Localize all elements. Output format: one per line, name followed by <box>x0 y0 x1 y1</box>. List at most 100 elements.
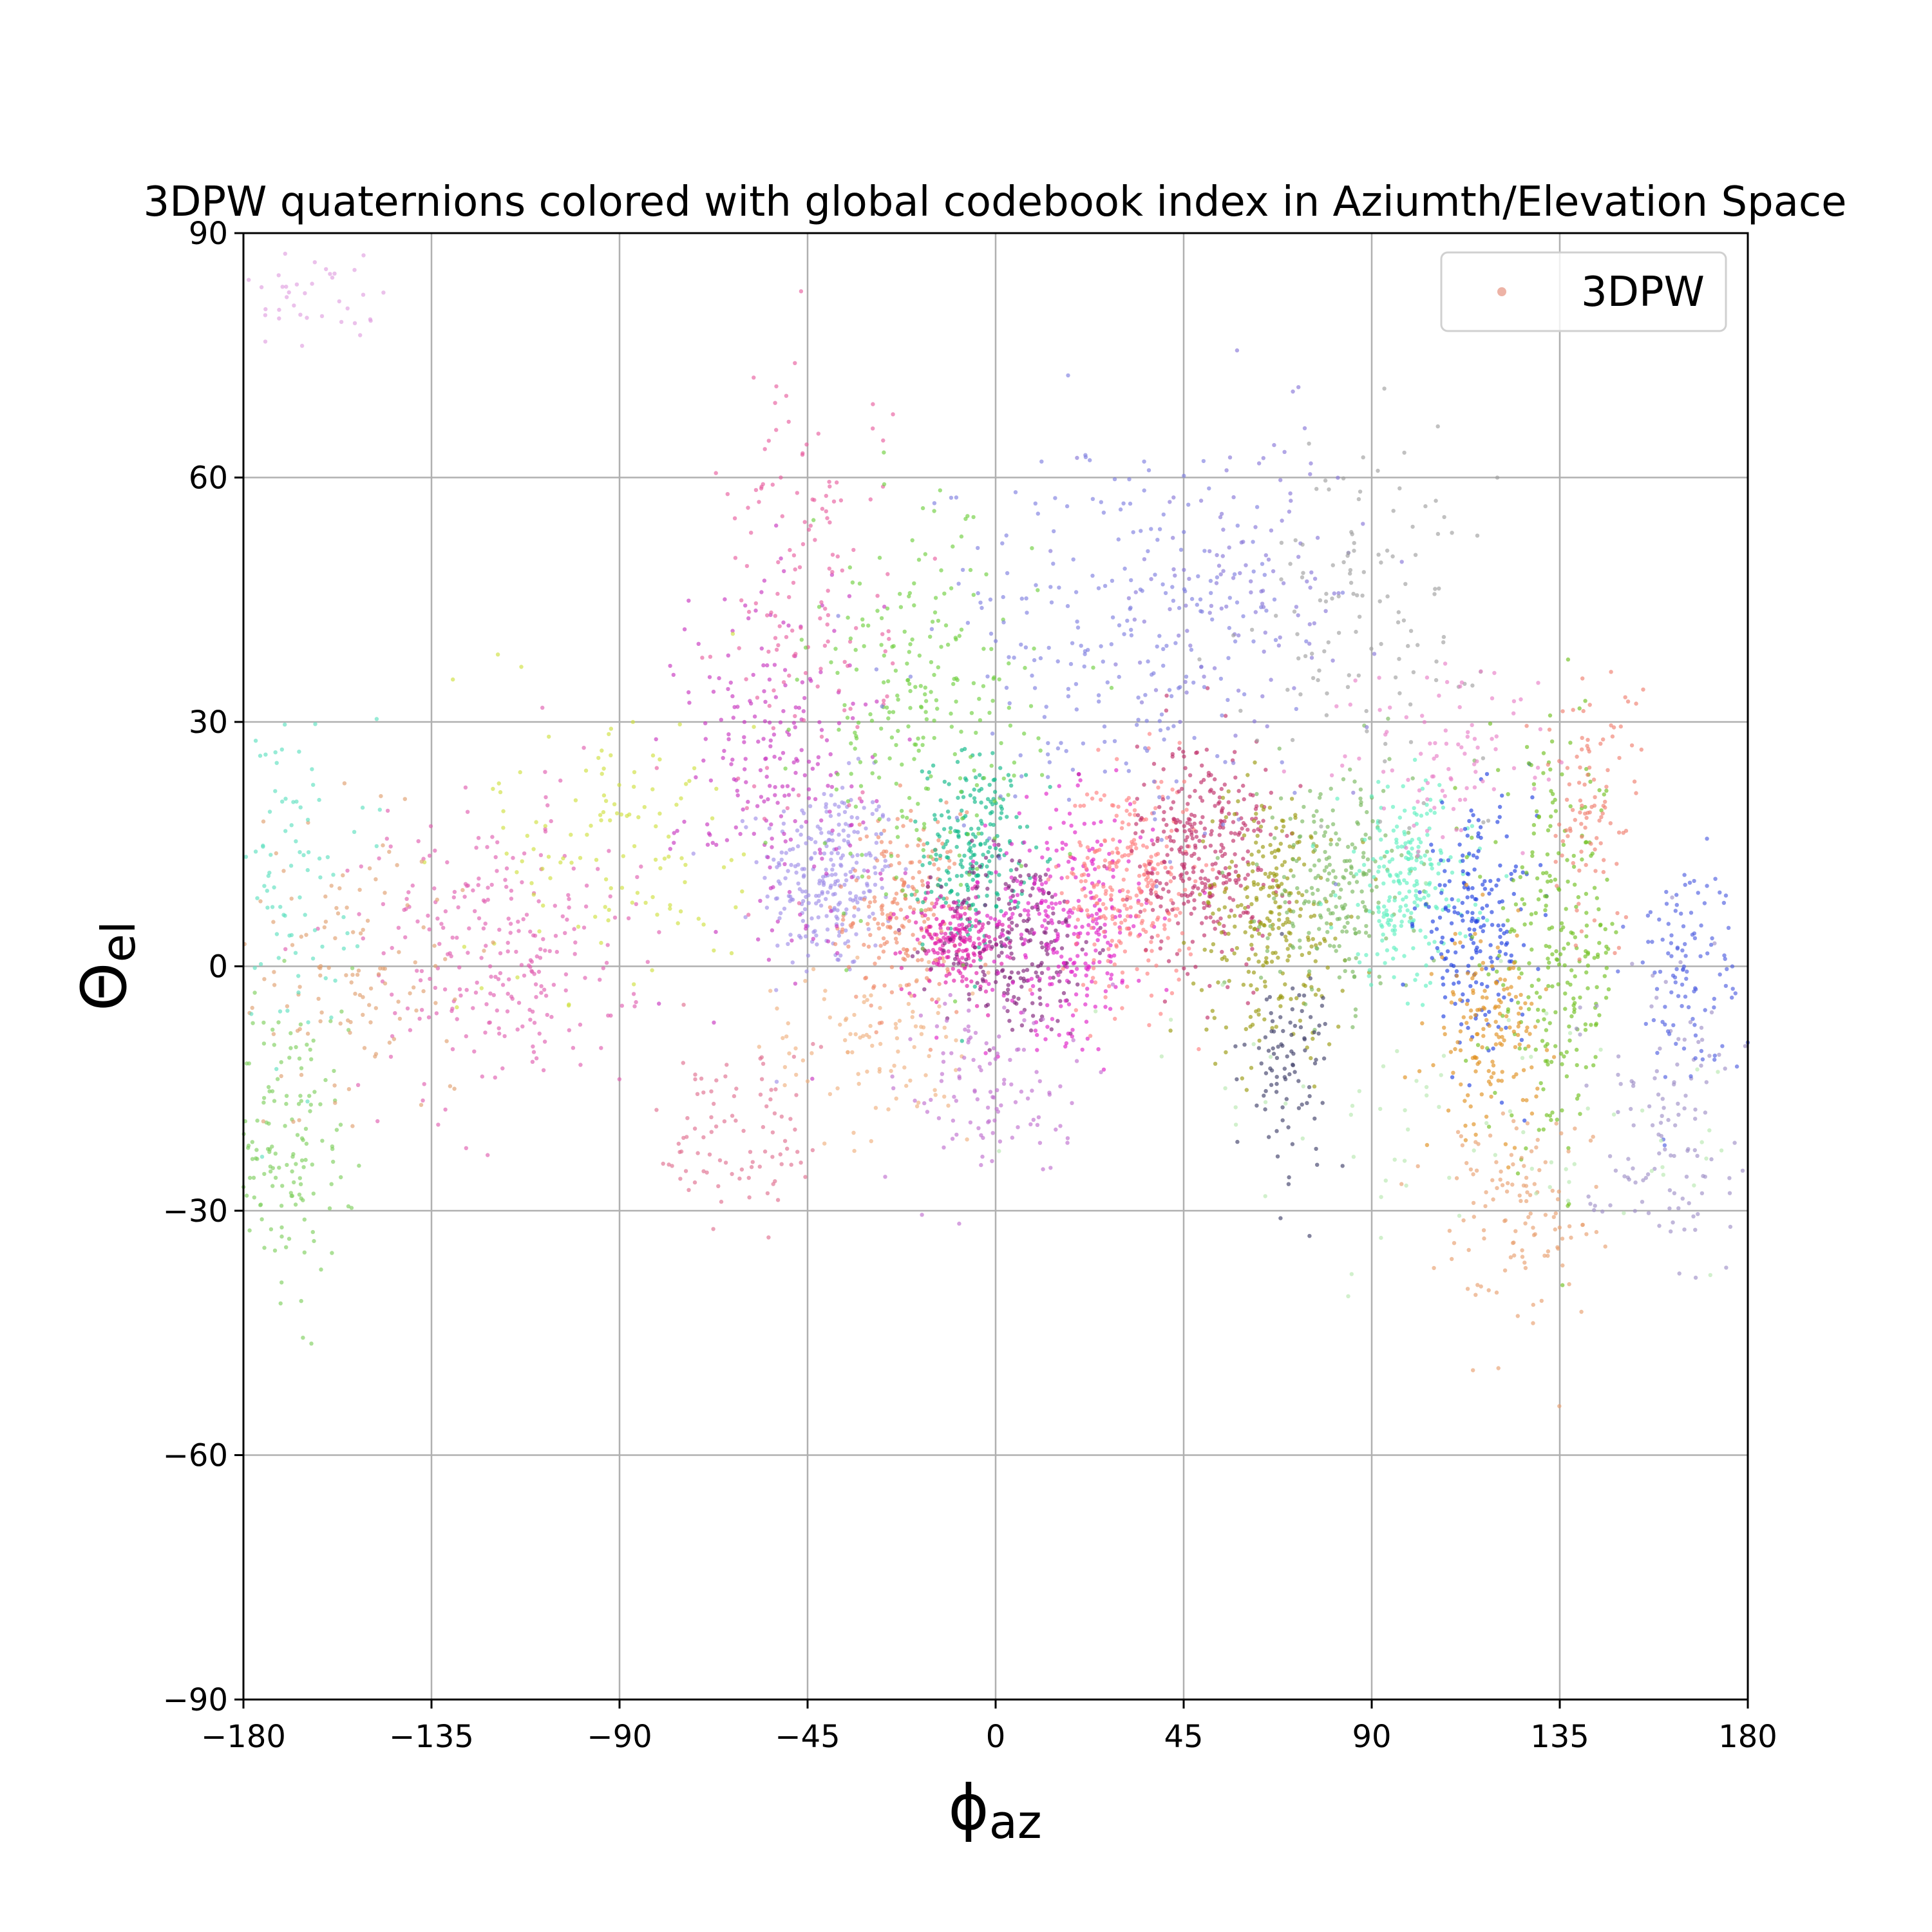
data-point <box>772 663 777 667</box>
data-point <box>936 951 940 956</box>
data-point <box>1359 889 1364 894</box>
data-point <box>1139 816 1144 820</box>
data-point <box>999 741 1003 746</box>
data-point <box>800 452 805 457</box>
data-point <box>1309 461 1313 466</box>
data-point <box>960 748 964 753</box>
data-point <box>1333 936 1338 941</box>
data-point <box>960 1039 965 1043</box>
data-point <box>1211 867 1215 872</box>
data-point <box>902 880 907 885</box>
data-point <box>1046 741 1050 746</box>
data-point <box>332 1068 336 1074</box>
data-point <box>1584 891 1589 896</box>
data-point <box>723 597 727 601</box>
data-point <box>973 924 978 929</box>
data-point <box>1548 824 1553 828</box>
data-point <box>898 783 903 788</box>
data-point <box>948 829 952 835</box>
data-point <box>1175 818 1180 822</box>
data-point <box>1574 904 1578 909</box>
data-point <box>1266 875 1271 879</box>
data-point <box>1056 972 1061 978</box>
data-point <box>1354 956 1358 960</box>
data-point <box>1347 881 1352 886</box>
data-point <box>1086 873 1091 878</box>
data-point <box>549 819 553 824</box>
data-point <box>456 905 460 910</box>
data-point <box>907 591 913 596</box>
data-point <box>1589 1023 1593 1027</box>
data-point <box>1034 970 1038 975</box>
data-point <box>1270 815 1275 820</box>
data-point <box>1050 921 1055 925</box>
data-point <box>1408 702 1413 707</box>
data-point <box>1386 918 1391 922</box>
data-point <box>882 604 887 609</box>
data-point <box>1216 801 1221 806</box>
data-point <box>1471 813 1475 817</box>
data-point <box>1103 916 1108 921</box>
data-point <box>1193 879 1198 884</box>
data-point <box>1050 906 1056 911</box>
data-point <box>1094 849 1098 853</box>
data-point <box>1303 983 1308 989</box>
data-point <box>1088 890 1093 895</box>
data-point <box>1540 871 1546 876</box>
data-point <box>1387 859 1392 864</box>
data-point <box>1255 1103 1259 1108</box>
data-point <box>828 886 833 890</box>
data-point <box>932 501 937 506</box>
data-point <box>1302 862 1307 867</box>
data-point <box>1495 475 1500 480</box>
data-point <box>1465 833 1470 838</box>
data-point <box>1198 498 1204 503</box>
data-point <box>757 500 761 504</box>
data-point <box>1590 851 1595 856</box>
data-point <box>1444 897 1449 902</box>
data-point <box>856 721 861 725</box>
data-point <box>759 795 764 799</box>
data-point <box>744 780 748 784</box>
data-point <box>684 782 688 786</box>
data-point <box>1470 976 1475 981</box>
data-point <box>1144 845 1150 849</box>
data-point <box>1459 1082 1463 1087</box>
data-point <box>1312 913 1317 918</box>
data-point <box>1054 808 1059 812</box>
data-point <box>994 891 999 896</box>
data-point <box>1507 992 1511 997</box>
data-point <box>676 921 680 925</box>
data-point <box>835 480 839 485</box>
data-point <box>1049 901 1054 905</box>
data-point <box>1153 688 1159 692</box>
data-point <box>1317 668 1321 673</box>
data-point <box>1005 815 1009 819</box>
data-point <box>947 815 952 820</box>
data-point <box>679 856 684 860</box>
data-point <box>567 1028 571 1032</box>
data-point <box>1465 895 1470 900</box>
data-point <box>920 878 925 884</box>
data-point <box>1548 1021 1552 1025</box>
data-point <box>578 1063 583 1067</box>
data-point <box>816 431 821 436</box>
data-point <box>943 931 948 936</box>
data-point <box>766 958 772 962</box>
data-point <box>1473 1013 1478 1018</box>
data-point <box>841 917 846 922</box>
data-point <box>1191 981 1196 986</box>
data-point <box>433 848 437 853</box>
data-point <box>1260 804 1264 808</box>
data-point <box>1523 1046 1528 1051</box>
data-point <box>893 936 898 941</box>
data-point <box>943 882 949 887</box>
data-point <box>806 796 811 800</box>
data-point <box>415 919 420 924</box>
data-point <box>730 694 735 699</box>
data-point <box>1213 861 1218 866</box>
data-point <box>1137 660 1142 665</box>
data-point <box>949 711 953 716</box>
data-point <box>1513 864 1519 869</box>
data-point <box>758 898 762 904</box>
